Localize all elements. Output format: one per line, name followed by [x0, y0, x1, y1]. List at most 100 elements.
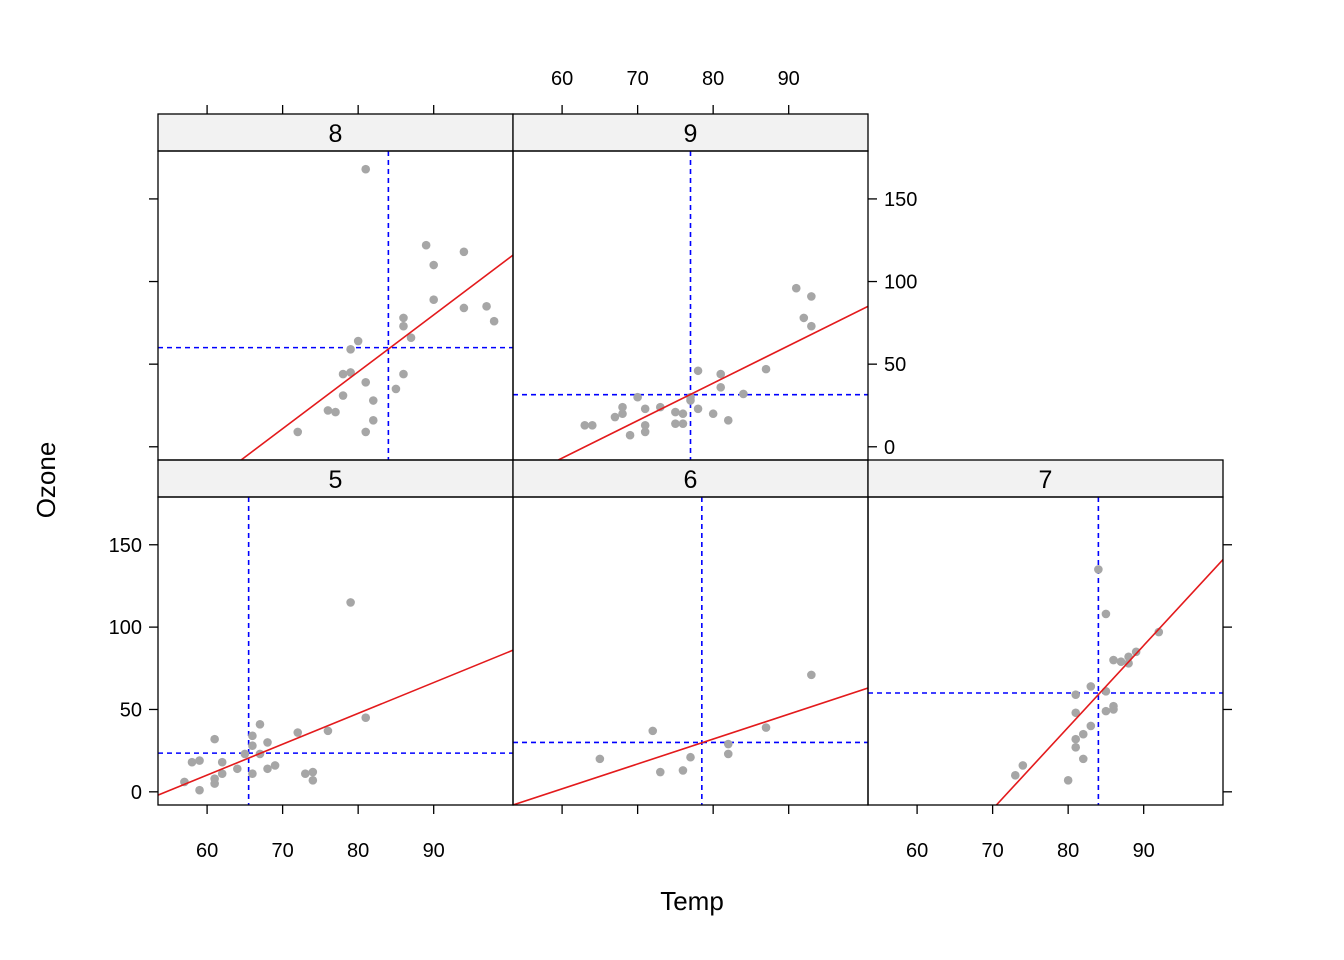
fit-line [240, 254, 513, 460]
data-point [338, 369, 348, 379]
data-point [210, 779, 219, 788]
data-point [187, 757, 197, 767]
panel-month-5: 5 [157, 459, 514, 806]
data-point [807, 321, 816, 331]
panel-month-7: 7 [867, 459, 1224, 806]
data-point [331, 407, 340, 417]
data-point [195, 785, 204, 795]
data-point [1078, 729, 1088, 739]
data-point [595, 754, 605, 764]
data-point [255, 719, 265, 729]
panel-month-9: 9 [512, 113, 869, 461]
y-axis-title: Ozone [31, 442, 61, 519]
strip-month-5 [157, 459, 514, 498]
data-point [1071, 690, 1081, 699]
panel-border [867, 496, 1224, 806]
fit-line [158, 649, 513, 796]
data-point [1018, 761, 1028, 770]
fit-line [995, 559, 1223, 805]
strip-label: 7 [1039, 466, 1053, 494]
data-point [625, 430, 635, 440]
x-tick-label: 70 [272, 840, 294, 862]
x-tick-label: 70 [982, 840, 1004, 862]
x-tick-label: 60 [551, 68, 573, 90]
data-point [459, 303, 469, 313]
panel-border [512, 150, 869, 461]
data-point [1010, 771, 1020, 780]
panel-month-8: 8 [157, 113, 514, 461]
data-point [1101, 706, 1111, 716]
data-point [640, 420, 650, 430]
data-point [361, 378, 371, 387]
strip-label: 9 [684, 120, 698, 148]
panel-month-6: 6 [512, 459, 869, 806]
axes-layer: 60 70 80 90 60 70 80 90 60 70 80 90 0 50 100 150 0 50 100 1… [109, 68, 1232, 862]
x-tick-label: 70 [627, 68, 649, 90]
data-point [1086, 682, 1096, 691]
data-point [588, 420, 597, 430]
data-point [648, 726, 658, 736]
data-point [195, 756, 204, 765]
y-tick-label: 150 [884, 189, 917, 211]
data-point [233, 764, 242, 774]
data-point [1109, 655, 1118, 665]
x-tick-label: 80 [702, 68, 724, 90]
data-point [346, 598, 355, 607]
data-point [799, 313, 809, 323]
data-point [716, 369, 726, 379]
data-point [1116, 657, 1126, 667]
data-point [346, 368, 355, 377]
data-point [1154, 627, 1164, 637]
data-point [263, 764, 272, 774]
data-point [1071, 743, 1081, 752]
data-point [308, 767, 318, 777]
data-point [361, 427, 371, 437]
data-point [610, 412, 620, 422]
data-point [761, 723, 771, 732]
data-point [1071, 734, 1081, 744]
strip-label: 5 [329, 466, 343, 494]
x-tick-label: 80 [347, 840, 369, 862]
y-tick-label: 50 [884, 354, 906, 376]
data-point [217, 757, 227, 767]
data-point [1101, 687, 1111, 696]
data-point [429, 295, 438, 305]
data-point [293, 427, 303, 437]
data-point [640, 404, 650, 414]
x-tick-label: 60 [906, 840, 928, 862]
data-point [429, 260, 438, 270]
data-point [248, 769, 257, 779]
data-point [655, 767, 665, 777]
data-point [693, 404, 703, 414]
data-point [406, 333, 416, 343]
data-point [807, 292, 816, 301]
data-point [1124, 659, 1133, 668]
y-tick-label: 100 [884, 272, 917, 294]
data-point [686, 752, 695, 762]
data-point [807, 670, 816, 680]
data-point [1078, 754, 1088, 764]
data-point [723, 749, 733, 759]
data-point [391, 384, 401, 394]
data-point [618, 409, 627, 419]
strip-label: 8 [329, 120, 343, 148]
data-point [248, 741, 257, 751]
data-point [263, 738, 272, 747]
data-point [708, 409, 718, 419]
strip-month-6 [512, 459, 869, 498]
data-point [421, 240, 431, 250]
data-point [1101, 609, 1111, 619]
data-point [248, 731, 257, 741]
x-tick-label: 90 [1133, 840, 1155, 862]
data-point [671, 407, 680, 417]
x-tick-label: 60 [196, 840, 218, 862]
y-tick-label: 0 [884, 437, 895, 459]
y-tick-label: 50 [120, 699, 142, 721]
data-point [368, 416, 378, 425]
data-point [1131, 647, 1141, 657]
data-point [1086, 721, 1096, 731]
data-point [217, 769, 227, 779]
data-point [399, 321, 408, 331]
y-tick-label: 0 [131, 782, 142, 804]
